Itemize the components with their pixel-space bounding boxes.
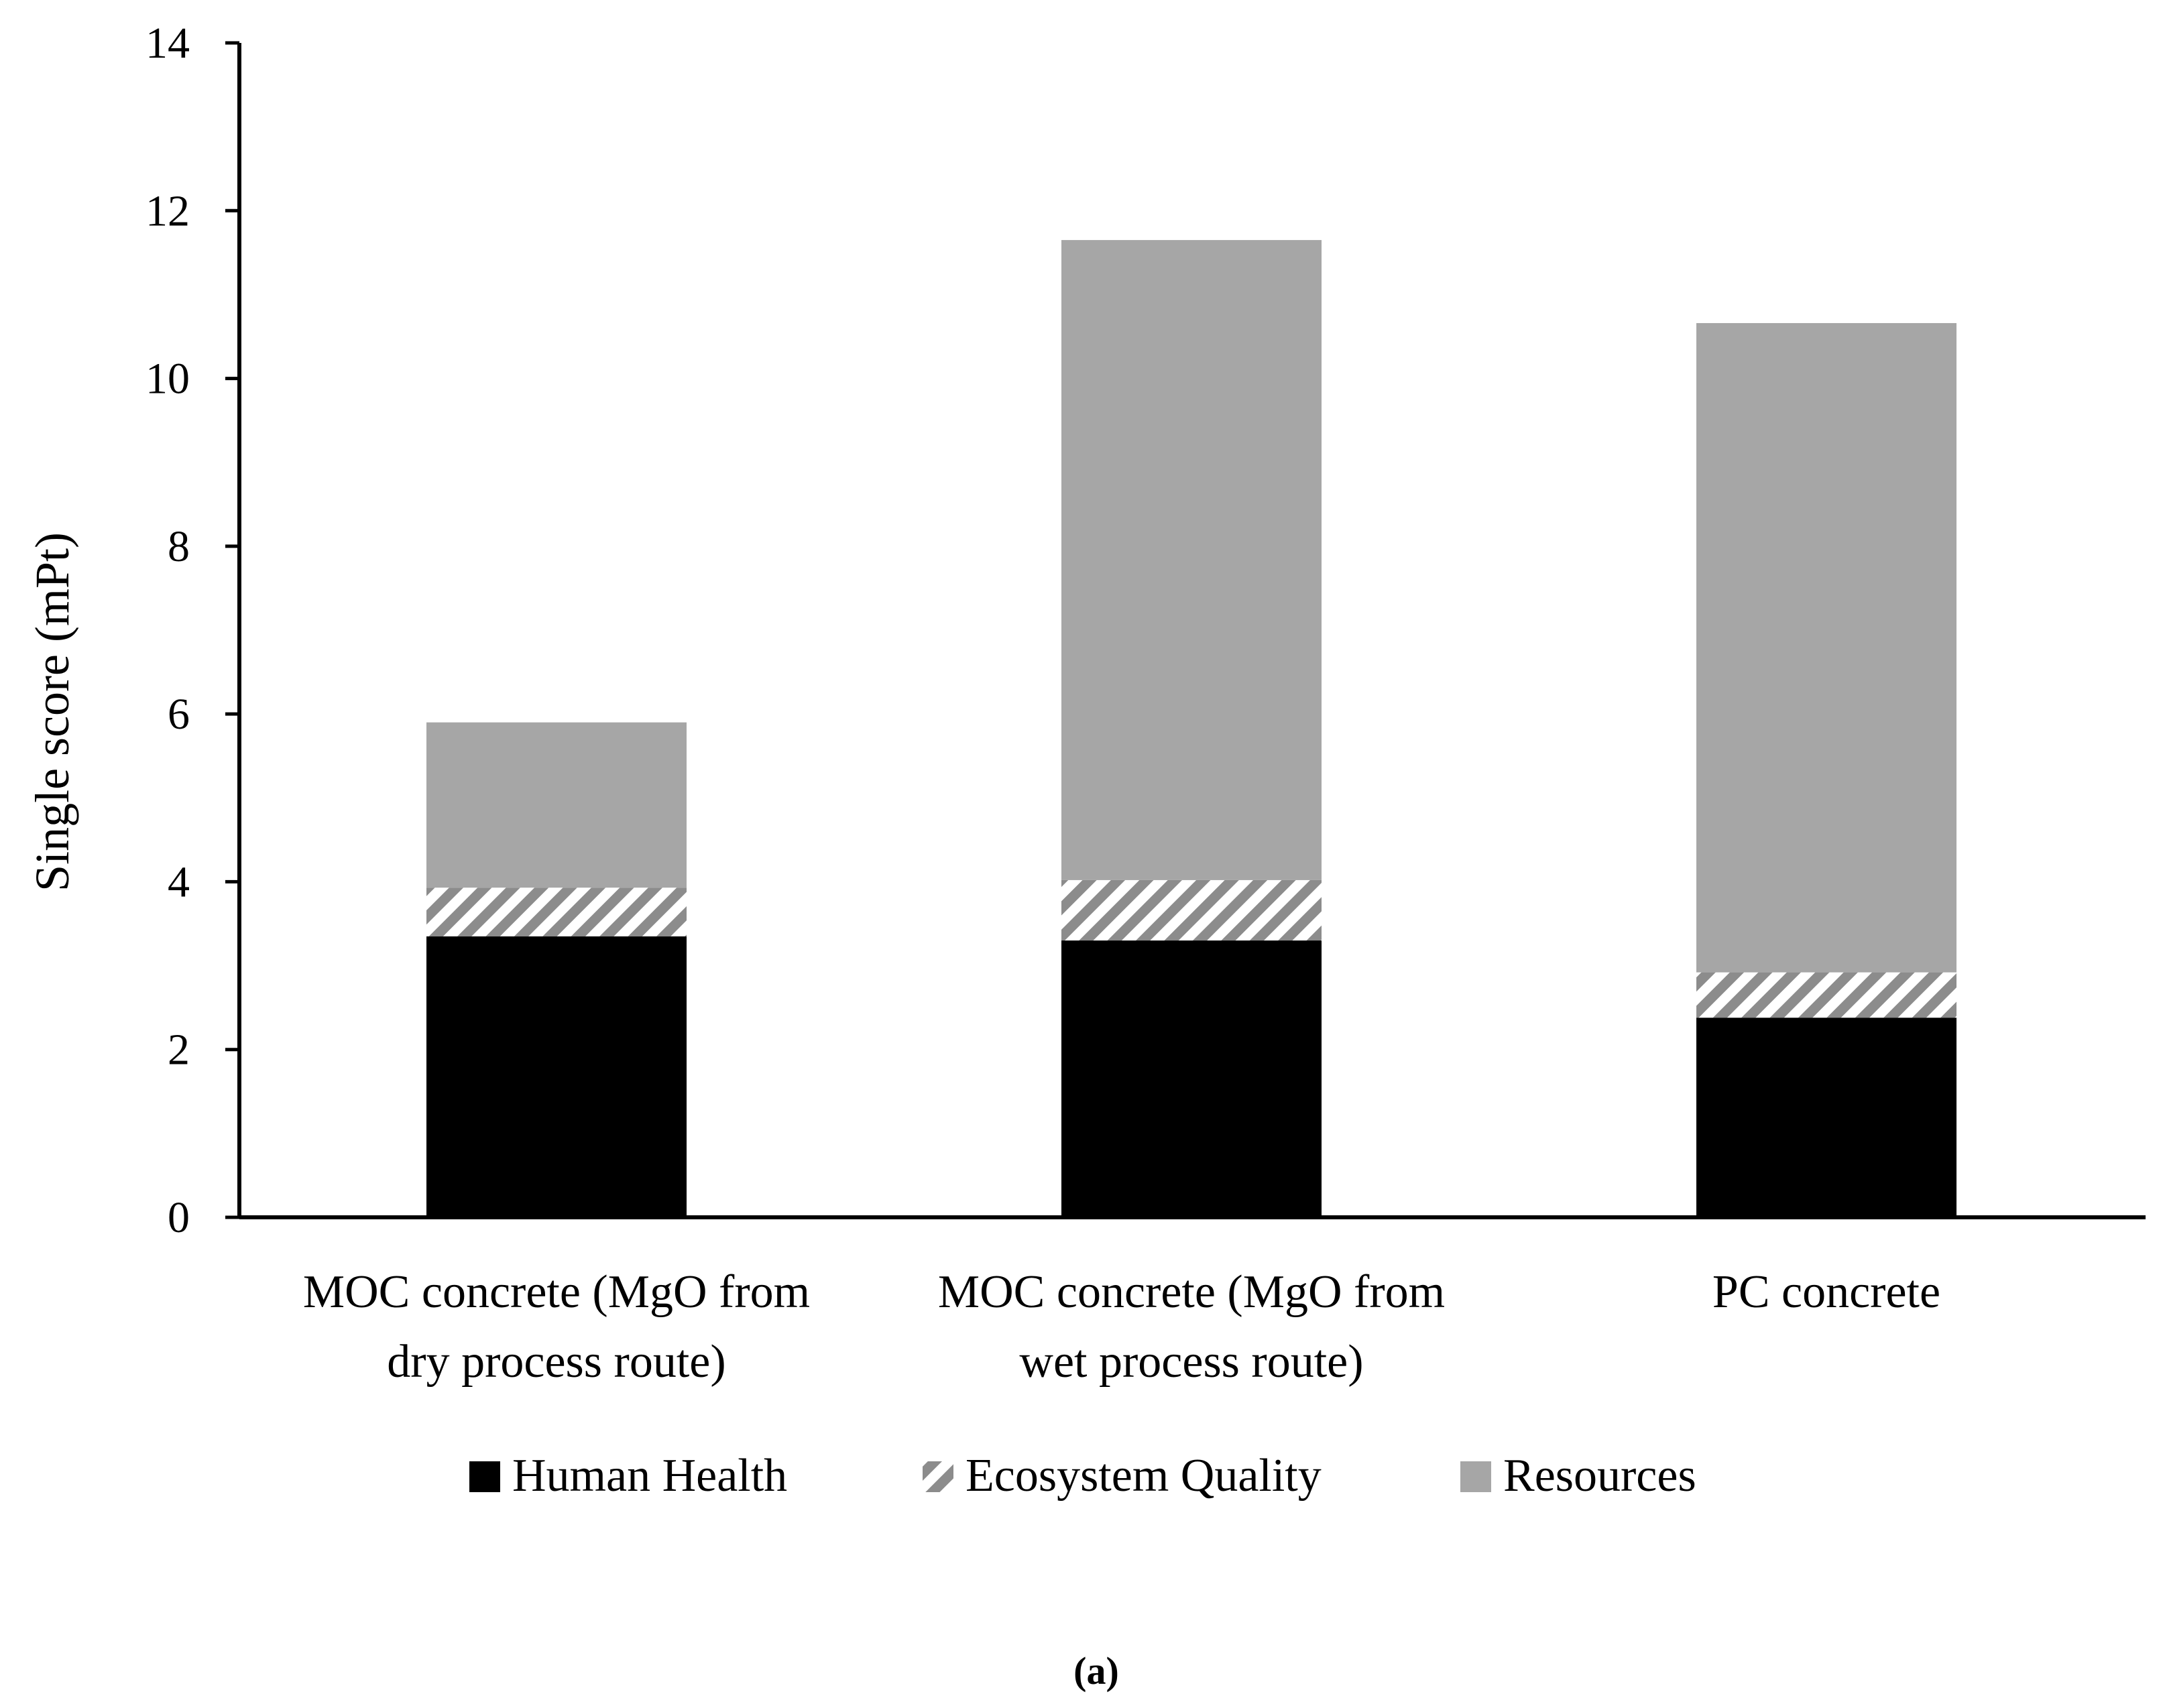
legend-swatch-human-health — [469, 1461, 500, 1492]
bar-resources-2 — [1061, 240, 1322, 880]
x-category-label-line: MOC concrete (MgO from — [938, 1266, 1445, 1318]
y-tick-label: 4 — [168, 857, 190, 906]
legend-label-resources: Resources — [1503, 1450, 1696, 1502]
bar-ecosystem-quality-3 — [1696, 972, 1956, 1018]
y-tick-label: 6 — [168, 690, 190, 739]
x-category-label: MOC concrete (MgO from dry process route) — [303, 1266, 810, 1388]
legend-label-human-health: Human Health — [512, 1450, 787, 1502]
bars-group — [426, 240, 1956, 1217]
x-category-label: PC concrete — [1712, 1266, 1940, 1318]
y-tick-label: 2 — [168, 1026, 190, 1075]
bar-ecosystem-quality-1 — [426, 888, 687, 936]
bar-human-health-1 — [426, 936, 687, 1217]
y-ticks-group: 0 2 4 6 8 10 12 14 — [145, 19, 239, 1242]
y-axis-title: Single score (mPt) — [25, 532, 79, 892]
category-labels-group: MOC concrete (MgO from dry process route)… — [303, 1266, 1940, 1388]
bar-human-health-2 — [1061, 940, 1322, 1217]
legend-swatch-resources — [1460, 1461, 1491, 1492]
x-category-label: MOC concrete (MgO from wet process route) — [938, 1266, 1445, 1388]
legend: Human Health Ecosystem Quality Resources — [469, 1450, 1696, 1502]
legend-label-ecosystem-quality: Ecosystem Quality — [966, 1450, 1322, 1502]
x-category-label-line: dry process route) — [387, 1336, 725, 1388]
bar-resources-1 — [426, 722, 687, 888]
x-category-label-line: wet process route) — [1019, 1336, 1363, 1388]
bar-resources-3 — [1696, 322, 1956, 973]
x-category-label-line: PC concrete — [1712, 1266, 1940, 1318]
x-category-label-line: MOC concrete (MgO from — [303, 1266, 810, 1318]
legend-swatch-ecosystem-quality — [923, 1461, 953, 1492]
figure-caption: (a) — [1073, 1649, 1119, 1693]
bar-ecosystem-quality-2 — [1061, 879, 1322, 941]
y-tick-label: 0 — [168, 1193, 190, 1242]
y-tick-label: 10 — [145, 355, 190, 404]
y-tick-label: 12 — [145, 186, 190, 235]
y-tick-label: 8 — [168, 522, 190, 571]
bar-human-health-3 — [1696, 1018, 1956, 1217]
y-tick-label: 14 — [145, 19, 190, 68]
